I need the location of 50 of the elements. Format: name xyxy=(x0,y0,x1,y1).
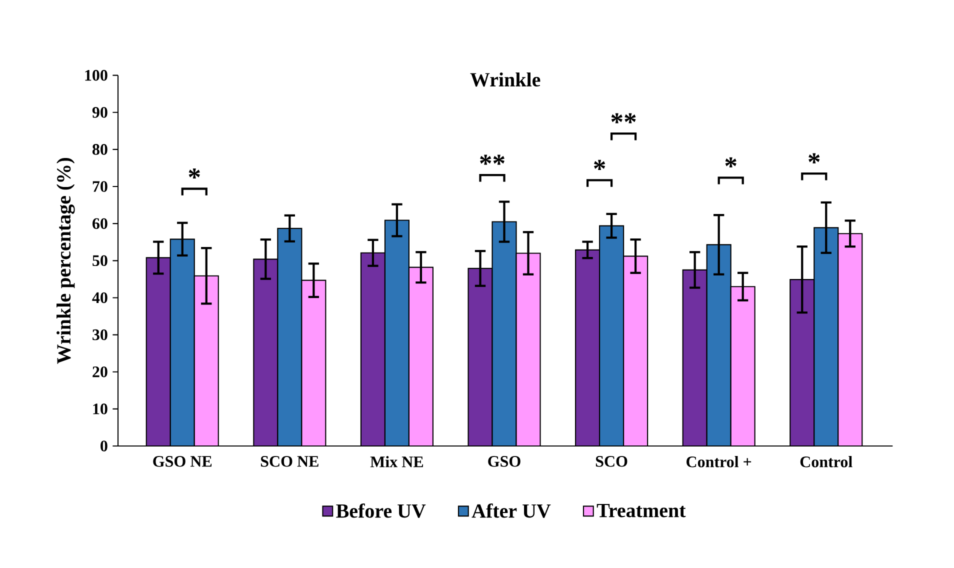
legend-label: Before UV xyxy=(336,503,426,518)
bar xyxy=(576,250,600,446)
annotation: * xyxy=(594,160,606,170)
y-tick-label: 20 xyxy=(92,366,108,378)
bar xyxy=(278,228,302,446)
legend-label: Treatment xyxy=(596,504,686,518)
y-tick-label: 50 xyxy=(92,255,108,266)
bar xyxy=(360,252,385,446)
y-tick-label: 30 xyxy=(92,329,108,340)
legend-label: After UV xyxy=(472,503,551,518)
bar xyxy=(170,239,194,446)
x-tick-label: GSO xyxy=(488,456,520,467)
bar xyxy=(814,227,839,446)
annotation: * xyxy=(188,168,200,179)
bar xyxy=(146,258,170,446)
bar xyxy=(492,222,516,446)
bar xyxy=(254,259,278,446)
annotation: * xyxy=(725,157,736,168)
bar xyxy=(408,267,433,446)
y-tick-label: 60 xyxy=(92,218,108,229)
x-tick-label: Control + xyxy=(686,456,752,468)
y-tick-label: 90 xyxy=(92,106,108,118)
bar xyxy=(682,270,707,446)
y-tick-label: 70 xyxy=(92,181,108,192)
y-axis-title: Wrinkle percentage (%) xyxy=(56,158,75,364)
annotation: ** xyxy=(611,113,636,124)
y-tick-label: 40 xyxy=(92,292,108,304)
bar xyxy=(600,226,624,446)
chart-title: Wrinkle xyxy=(470,72,540,87)
bar xyxy=(624,256,648,446)
bar xyxy=(302,280,326,446)
bar xyxy=(838,233,863,446)
y-tick-label: 80 xyxy=(92,144,108,155)
x-tick-label: Control xyxy=(800,456,852,468)
y-tick-label: 10 xyxy=(93,404,108,414)
bar xyxy=(790,279,815,446)
x-tick-label: GSO NE xyxy=(153,456,212,467)
bar xyxy=(194,276,218,446)
bar xyxy=(516,253,540,446)
x-tick-label: SCO NE xyxy=(260,456,318,467)
annotation: ** xyxy=(480,154,504,165)
x-tick-label: Mix NE xyxy=(370,456,424,468)
bar xyxy=(730,286,755,446)
y-tick-label: 0 xyxy=(100,440,108,452)
x-tick-label: SCO xyxy=(596,456,628,467)
annotation: * xyxy=(808,153,820,164)
y-tick-label: 100 xyxy=(85,70,108,81)
bar xyxy=(384,220,409,446)
bar xyxy=(468,268,492,446)
bar xyxy=(706,244,731,446)
